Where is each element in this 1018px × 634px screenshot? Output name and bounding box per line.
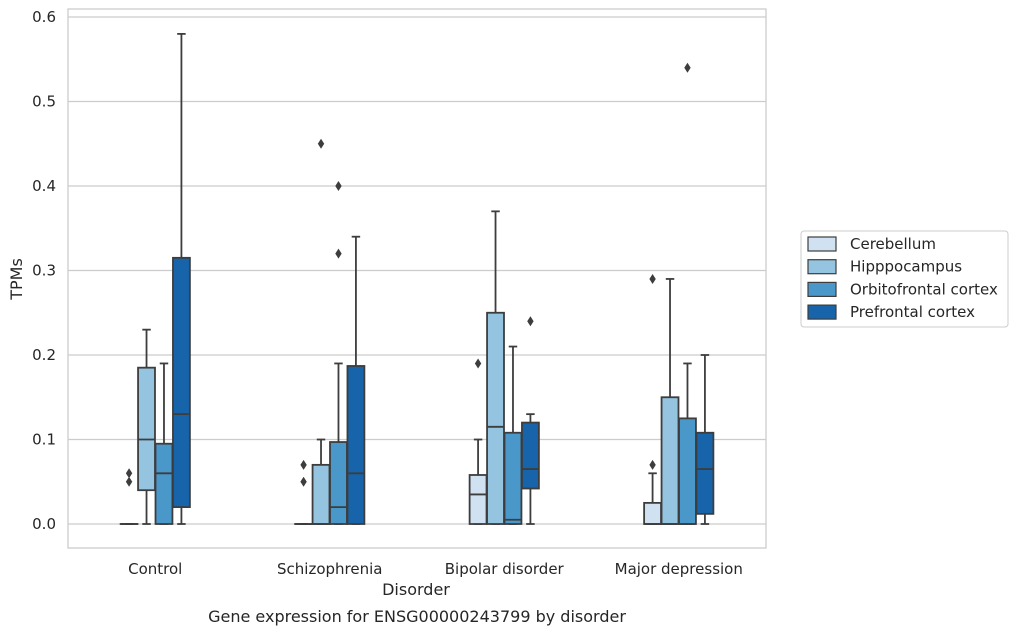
legend-swatch	[807, 259, 837, 275]
outlier-point	[335, 181, 342, 191]
x-tick-label: Bipolar disorder	[445, 560, 565, 578]
y-tick-label: 0.4	[32, 177, 56, 195]
box-hipppocampus	[486, 210, 505, 525]
box-orbitofrontal-cortex	[154, 362, 174, 525]
legend-frame	[800, 230, 1009, 328]
x-tick-labels: Control Schizophrenia Bipolar disorder Majo…	[128, 560, 743, 578]
legend-label: Orbitofrontal cortex	[850, 280, 998, 298]
legend-swatch	[807, 236, 837, 252]
box-cerebellum	[119, 468, 139, 525]
box-cerebellum	[643, 273, 662, 525]
outlier-point	[527, 316, 534, 327]
y-tick-label: 0.3	[32, 262, 56, 280]
box-body	[346, 365, 366, 525]
box-prefrontal-cortex	[695, 354, 715, 525]
outlier-point	[317, 138, 325, 149]
box-body	[643, 501, 662, 525]
box-body	[172, 256, 191, 509]
box-body	[678, 417, 697, 525]
box-body	[468, 474, 488, 525]
box-body	[660, 396, 680, 525]
x-tick-label: Schizophrenia	[277, 560, 382, 578]
legend-label: Hipppocampus	[850, 258, 962, 276]
y-tick-label: 0.0	[32, 515, 56, 533]
box-cerebellum	[294, 459, 313, 525]
box-prefrontal-cortex	[521, 316, 540, 525]
box-cerebellum	[468, 358, 488, 525]
outlier-point	[300, 459, 307, 470]
outlier-point	[649, 459, 656, 470]
box-body	[486, 311, 505, 525]
box-body	[137, 366, 156, 492]
box-orbitofrontal-cortex	[678, 62, 697, 525]
box-hipppocampus	[137, 328, 156, 525]
x-tick-label: Control	[128, 560, 182, 578]
box-body	[521, 421, 540, 490]
legend-label: Cerebellum	[850, 235, 936, 253]
outlier-point	[474, 358, 482, 369]
legend-label: Prefrontal cortex	[850, 303, 975, 321]
legend-item: Orbitofrontal cortex	[807, 280, 998, 298]
y-tick-label: 0.6	[32, 8, 56, 26]
box-prefrontal-cortex	[172, 33, 191, 525]
box-body	[329, 441, 348, 525]
x-tick-label: Major depression	[615, 560, 743, 578]
y-tick-label: 0.2	[32, 346, 56, 364]
outlier-point	[684, 62, 691, 73]
box-orbitofrontal-cortex	[329, 181, 348, 525]
box-prefrontal-cortex	[346, 235, 366, 525]
box-hipppocampus	[660, 278, 680, 525]
outlier-point	[125, 468, 133, 479]
legend-swatch	[807, 281, 837, 297]
chart-caption: Gene expression for ENSG00000243799 by d…	[208, 607, 626, 626]
plot-area-frame	[67, 8, 767, 549]
legend-swatch	[807, 304, 837, 320]
outlier-point	[125, 476, 133, 487]
box-orbitofrontal-cortex	[503, 345, 523, 525]
y-axis-label: TPMs	[7, 258, 26, 301]
boxes	[119, 33, 715, 525]
box-hipppocampus	[311, 138, 331, 525]
x-axis-label: Disorder	[382, 580, 450, 599]
y-tick-labels: 0.0 0.1 0.2 0.3 0.4 0.5 0.6	[32, 8, 56, 533]
box-body	[154, 442, 174, 525]
outlier-point	[335, 248, 342, 259]
y-tick-label: 0.1	[32, 431, 56, 449]
box-body	[311, 463, 331, 525]
y-tick-label: 0.5	[32, 93, 56, 111]
box-body	[503, 431, 523, 525]
legend-item: Cerebellum	[807, 235, 936, 253]
legend: Cerebellum Hipppocampus Orbitofrontal cort…	[800, 230, 1009, 328]
box-body	[695, 431, 715, 515]
outlier-point	[649, 273, 656, 284]
outlier-point	[300, 476, 307, 487]
legend-item: Hipppocampus	[807, 258, 962, 276]
legend-item: Prefrontal cortex	[807, 303, 975, 321]
